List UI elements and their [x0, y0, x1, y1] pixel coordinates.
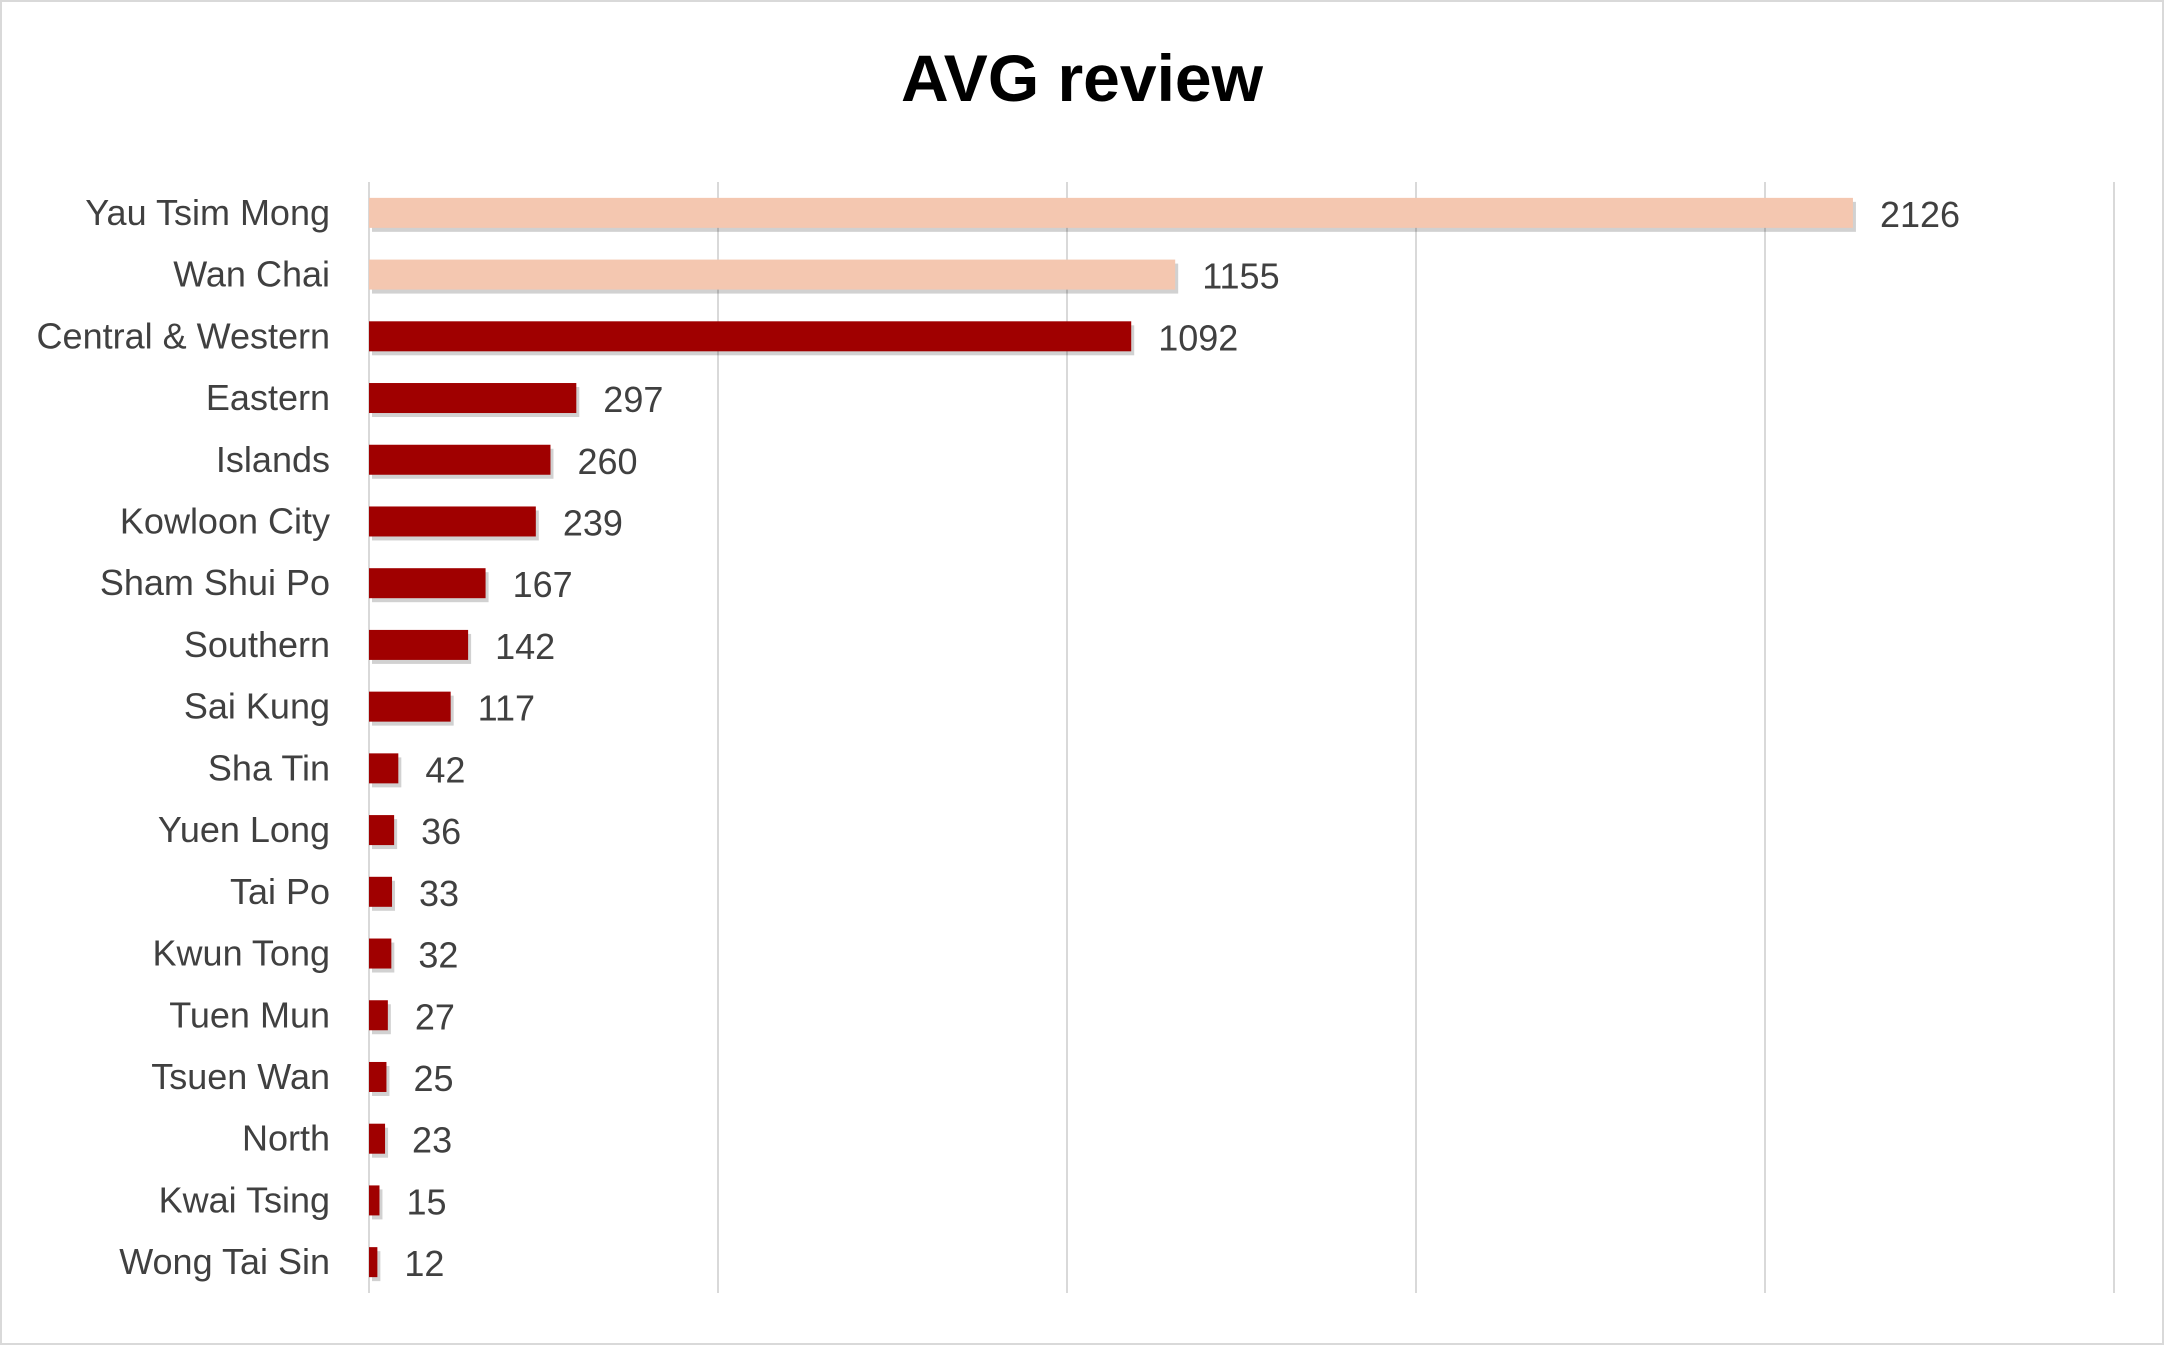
bar — [369, 1247, 378, 1278]
category-label: Southern — [184, 624, 330, 665]
bar — [369, 197, 1853, 228]
data-label: 239 — [563, 502, 623, 543]
category-label: Eastern — [206, 377, 330, 418]
category-label: Yau Tsim Mong — [85, 192, 330, 233]
category-label: Tai Po — [230, 871, 330, 912]
bar — [369, 321, 1132, 352]
category-label: Yuen Long — [158, 809, 330, 850]
category-label: Kwai Tsing — [159, 1179, 330, 1220]
data-label: 167 — [513, 564, 573, 605]
data-label: 23 — [412, 1120, 452, 1161]
bar — [369, 506, 536, 537]
bar — [369, 629, 469, 660]
category-label: Sai Kung — [184, 686, 330, 727]
bar — [369, 691, 451, 722]
bar — [369, 815, 395, 846]
bar — [369, 1061, 387, 1092]
data-label: 12 — [404, 1243, 444, 1284]
bar — [369, 259, 1176, 290]
bar — [369, 876, 393, 907]
data-label: 36 — [421, 811, 461, 852]
bar — [369, 1000, 388, 1031]
category-label: North — [242, 1118, 330, 1159]
gridlines — [368, 182, 2115, 1293]
labels: Yau Tsim Mong 2126 Wan Chai 1155 Central & W… — [37, 192, 1960, 1284]
data-label: 260 — [577, 441, 637, 482]
category-label: Kwun Tong — [153, 933, 330, 974]
data-label: 2126 — [1880, 194, 1960, 235]
data-label: 1092 — [1158, 317, 1238, 358]
bars — [369, 197, 1856, 1282]
category-label: Tuen Mun — [169, 994, 330, 1035]
bar — [369, 1123, 386, 1154]
data-label: 297 — [603, 379, 663, 420]
category-label: Wong Tai Sin — [119, 1241, 330, 1282]
chart-title: AVG review — [901, 41, 1263, 115]
data-label: 25 — [413, 1058, 453, 1099]
category-label: Islands — [216, 439, 330, 480]
bar — [369, 753, 399, 784]
data-label: 15 — [406, 1181, 446, 1222]
category-label: Kowloon City — [120, 500, 330, 541]
data-label: 32 — [418, 935, 458, 976]
data-label: 42 — [425, 749, 465, 790]
category-label: Wan Chai — [173, 254, 330, 295]
data-label: 27 — [415, 996, 455, 1037]
bar — [369, 568, 486, 599]
bar — [369, 444, 551, 475]
category-label: Sha Tin — [208, 747, 330, 788]
data-label: 142 — [495, 626, 555, 667]
data-label: 1155 — [1202, 256, 1279, 297]
bar — [369, 1185, 380, 1216]
category-label: Central & Western — [37, 315, 330, 356]
bar — [369, 383, 577, 414]
category-label: Tsuen Wan — [151, 1056, 330, 1097]
category-label: Sham Shui Po — [100, 562, 330, 603]
data-label: 33 — [419, 873, 459, 914]
data-label: 117 — [478, 688, 535, 729]
bar — [369, 938, 392, 969]
